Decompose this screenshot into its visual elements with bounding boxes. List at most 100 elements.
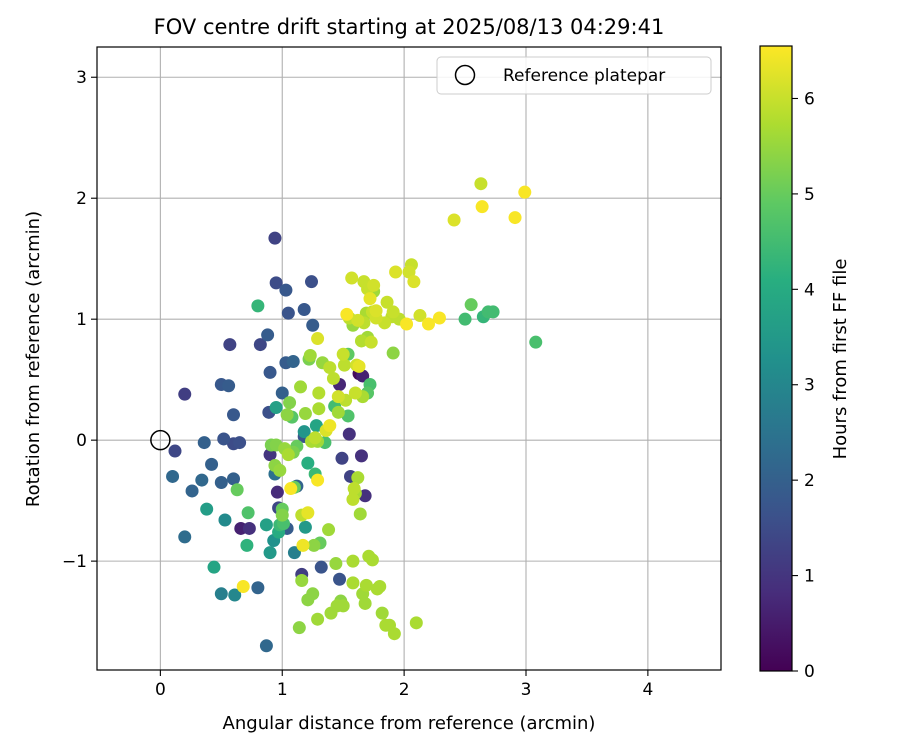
data-point [263,365,277,379]
scatter-points [166,177,543,653]
colorbar-ticks: 0 1 2 3 4 5 6 [792,89,815,682]
data-point [227,472,240,486]
data-point [279,283,293,297]
data-point [214,475,228,489]
data-point [306,318,320,332]
colorbar-tick-label: 2 [804,471,815,491]
data-point [292,621,306,635]
data-point [253,338,267,352]
data-point [336,347,350,361]
data-point [458,312,472,326]
data-point [273,463,287,477]
data-point [166,469,180,483]
x-tick-label: 2 [399,680,410,700]
data-point [331,390,345,404]
data-point [286,355,300,369]
data-point [195,473,209,487]
data-point [294,380,308,394]
data-point [301,506,315,520]
data-point [214,587,228,601]
data-point [518,185,532,199]
data-point [346,492,360,506]
data-point [259,639,273,653]
reference-platepar-marker [150,429,171,451]
data-point [230,483,244,497]
data-point [275,386,289,400]
data-point [227,408,240,422]
data-point [346,554,360,568]
data-point [305,275,318,289]
data-point [341,409,355,423]
data-point [508,211,522,225]
data-point [311,612,325,626]
data-point [354,334,368,348]
data-point [347,482,361,496]
data-point [486,305,500,319]
data-point [306,587,320,601]
data-point [242,521,256,535]
data-point [323,361,337,375]
colorbar-tick-label: 3 [804,376,815,396]
data-point [340,307,354,321]
data-point [331,405,345,419]
data-point [389,265,403,279]
colorbar-tick-label: 5 [804,185,815,205]
y-axis-label: Rotation from reference (arcmin) [23,211,44,507]
data-point [364,335,378,349]
data-point [432,311,446,325]
data-point [363,292,377,306]
x-axis-label: Angular distance from reference (arcmin) [223,713,596,734]
y-tick-label: 2 [76,189,87,209]
data-point [358,596,372,610]
data-point [240,538,254,552]
data-point [233,436,247,450]
colorbar-tick-label: 0 [804,662,815,682]
data-point [312,402,326,416]
data-point [351,313,365,327]
data-point [280,408,294,422]
data-point [345,271,359,285]
data-point [474,177,488,191]
data-point [269,276,283,290]
data-point [268,231,282,245]
data-point [309,419,323,433]
data-point [387,627,401,641]
data-point [303,348,317,362]
data-point [400,317,414,331]
data-point [326,371,340,385]
data-point [346,576,360,590]
data-point [413,309,427,323]
data-point [373,580,387,594]
legend: Reference platepar [436,56,712,95]
legend-label: Reference platepar [503,66,665,86]
data-point [342,427,356,441]
data-point [241,506,255,520]
y-tick-label: −1 [62,552,87,572]
legend-box [436,56,712,95]
colorbar-tick-label: 6 [804,89,815,109]
data-point [335,451,349,465]
data-point [475,200,489,214]
data-point [329,557,343,571]
data-point [222,379,236,393]
data-point [322,523,336,537]
data-point [407,275,421,289]
data-point [353,507,367,521]
data-point [367,278,381,292]
data-point [217,432,231,446]
colorbar-tick-label: 1 [804,567,815,587]
data-point [348,386,362,400]
colorbar: 0 1 2 3 4 5 6 Hours from first FF file [759,45,851,682]
data-point [386,346,400,360]
data-point [307,538,321,552]
data-point [207,560,221,574]
x-tick-label: 1 [277,680,288,700]
data-point [261,328,275,342]
data-point [365,553,379,567]
data-point [323,419,337,433]
y-tick-label: 1 [76,310,87,330]
data-point [311,473,325,487]
data-point [287,546,301,560]
data-point [200,502,214,516]
x-tick-label: 0 [155,680,166,700]
